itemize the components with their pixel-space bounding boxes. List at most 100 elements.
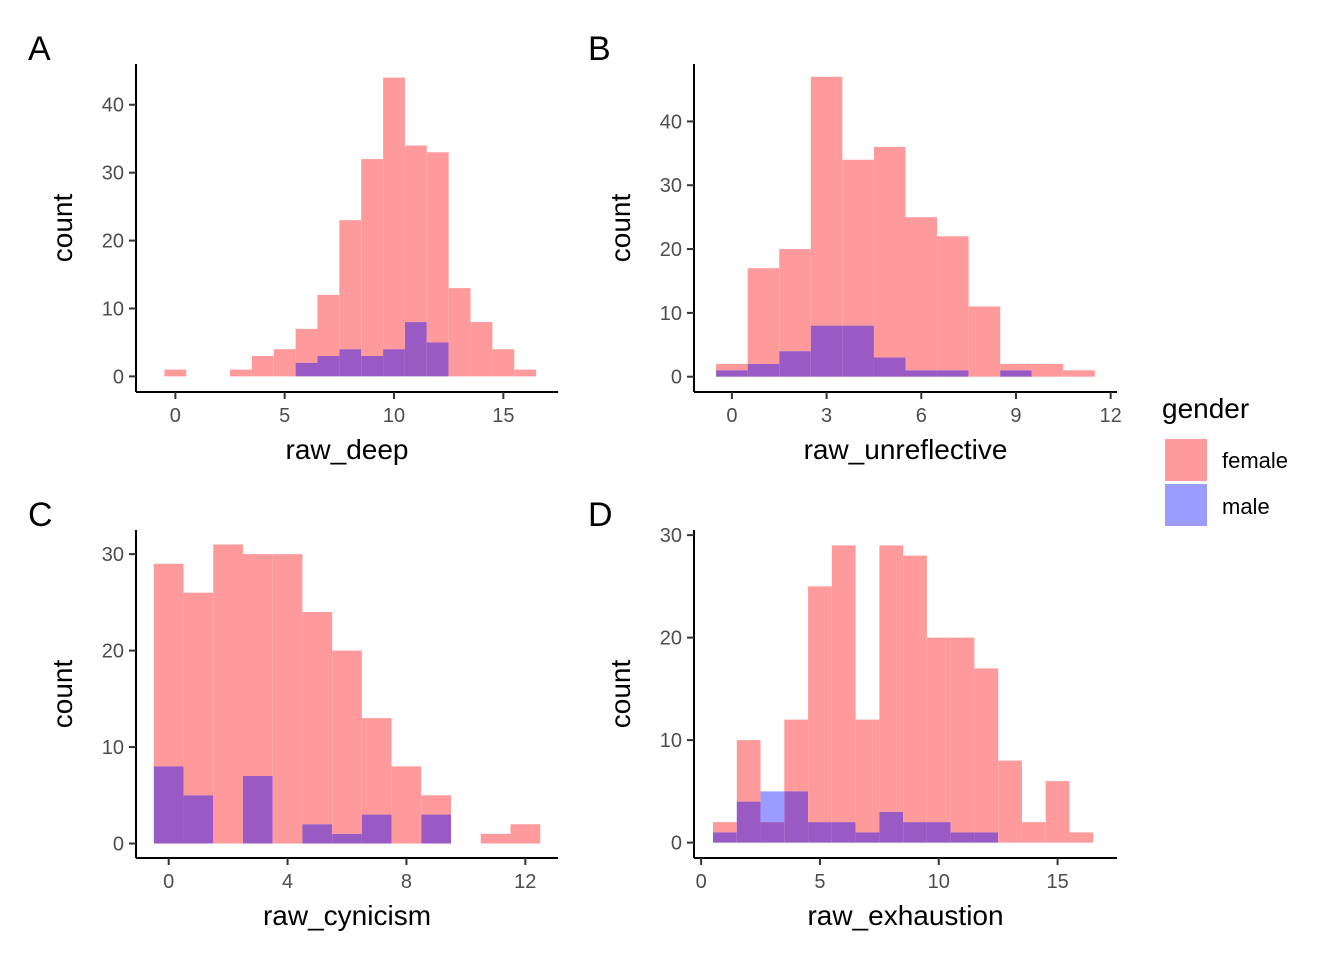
y-tick-label: 20 xyxy=(102,641,124,663)
y-tick-label: 20 xyxy=(660,628,682,650)
bar-female xyxy=(937,236,969,371)
legend-swatch-male xyxy=(1165,484,1207,526)
panel-tag: C xyxy=(28,496,53,534)
x-tick-label: 12 xyxy=(514,871,536,893)
y-tick-label: 0 xyxy=(113,366,124,388)
bar-overlap xyxy=(302,824,333,844)
bar-female xyxy=(831,545,856,823)
bar-female xyxy=(230,369,252,377)
bar-overlap xyxy=(937,370,969,377)
y-tick-label: 0 xyxy=(113,834,124,856)
bar-female xyxy=(426,152,449,343)
y-tick-label: 20 xyxy=(660,239,682,261)
bar-female xyxy=(873,146,906,358)
bar-overlap xyxy=(784,791,809,843)
bar-female xyxy=(514,369,537,377)
bar-female xyxy=(968,306,1001,377)
bar-female xyxy=(339,220,362,350)
bar-female xyxy=(1063,370,1095,377)
bar-female xyxy=(810,76,843,326)
y-tick-label: 40 xyxy=(660,111,682,133)
bar-female xyxy=(1069,832,1094,843)
bar-female xyxy=(779,249,811,352)
x-tick-label: 9 xyxy=(1010,405,1021,427)
y-axis-title: count xyxy=(47,194,78,263)
bar-female xyxy=(213,544,243,844)
bar-overlap xyxy=(903,822,927,843)
legend-swatch-female xyxy=(1165,439,1207,481)
panel-a: 0 5 10 15 0 10 20 30 40 raw_deep count A xyxy=(28,30,558,465)
bar-overlap xyxy=(153,766,184,844)
bar-overlap xyxy=(974,832,999,843)
bar-overlap xyxy=(747,363,780,377)
bar-overlap xyxy=(926,822,951,843)
bar-overlap xyxy=(404,322,427,377)
panel-tag: B xyxy=(588,30,611,68)
bar-female xyxy=(251,356,274,377)
y-tick-label: 10 xyxy=(660,303,682,325)
x-tick-label: 0 xyxy=(726,405,737,427)
bar-female xyxy=(950,637,975,833)
bar-overlap xyxy=(779,351,811,377)
legend-label-female: female xyxy=(1222,448,1288,473)
bar-overlap xyxy=(1000,370,1032,377)
bar-overlap xyxy=(361,356,384,377)
x-axis-title: raw_cynicism xyxy=(263,900,431,931)
bar-female xyxy=(1045,781,1070,843)
bar-female xyxy=(713,822,737,833)
x-tick-label: 4 xyxy=(282,871,293,893)
bar-female xyxy=(1021,822,1046,843)
bar-female xyxy=(903,555,927,823)
legend-label-male: male xyxy=(1222,494,1270,519)
bar-female xyxy=(480,833,511,844)
bar-overlap xyxy=(332,833,362,844)
y-tick-label: 0 xyxy=(671,833,682,855)
x-tick-label: 0 xyxy=(163,871,174,893)
x-axis-title: raw_exhaustion xyxy=(807,900,1003,931)
bar-female xyxy=(879,545,904,812)
y-tick-label: 40 xyxy=(102,95,124,117)
bar-female xyxy=(842,159,874,326)
bar-female xyxy=(273,349,296,377)
bar-female xyxy=(492,349,515,377)
x-tick-label: 5 xyxy=(279,405,290,427)
bar-overlap xyxy=(426,342,449,377)
bar-female xyxy=(404,145,427,323)
bar-female xyxy=(164,369,187,377)
y-tick-label: 30 xyxy=(660,525,682,547)
panel-b: 0 3 6 9 12 0 10 20 30 40 raw_unreflective count B xyxy=(588,30,1122,465)
bar-female xyxy=(302,612,333,825)
bar-overlap xyxy=(950,832,975,843)
bar-overlap xyxy=(317,356,340,377)
bar-female xyxy=(470,322,493,377)
bar-overlap xyxy=(295,362,318,377)
bar-overlap xyxy=(831,822,856,843)
bar-female xyxy=(747,268,780,364)
bar-female xyxy=(784,719,809,792)
bar-female xyxy=(295,328,318,363)
panel-tag: A xyxy=(28,30,51,68)
bar-female xyxy=(242,554,273,776)
y-axis-title: count xyxy=(605,194,636,263)
bar-female xyxy=(361,718,392,815)
bar-female xyxy=(926,637,951,823)
legend: gender female male xyxy=(1162,393,1288,526)
panel-d: 0 5 10 15 0 10 20 30 raw_exhaustion count D xyxy=(588,496,1117,931)
y-tick-label: 10 xyxy=(660,730,682,752)
x-tick-label: 5 xyxy=(814,871,825,893)
bar-female xyxy=(905,217,938,371)
legend-title: gender xyxy=(1162,393,1249,424)
x-tick-label: 15 xyxy=(1046,871,1068,893)
bar-female xyxy=(361,159,384,357)
bar-overlap xyxy=(808,822,832,843)
y-tick-label: 0 xyxy=(671,367,682,389)
bar-female xyxy=(1031,363,1064,377)
y-axis-title: count xyxy=(47,660,78,729)
x-tick-label: 15 xyxy=(492,405,514,427)
x-axis-title: raw_deep xyxy=(286,434,409,465)
y-tick-label: 30 xyxy=(102,163,124,185)
bar-female xyxy=(421,795,452,815)
bar-overlap xyxy=(383,349,405,377)
bar-overlap xyxy=(716,370,748,377)
